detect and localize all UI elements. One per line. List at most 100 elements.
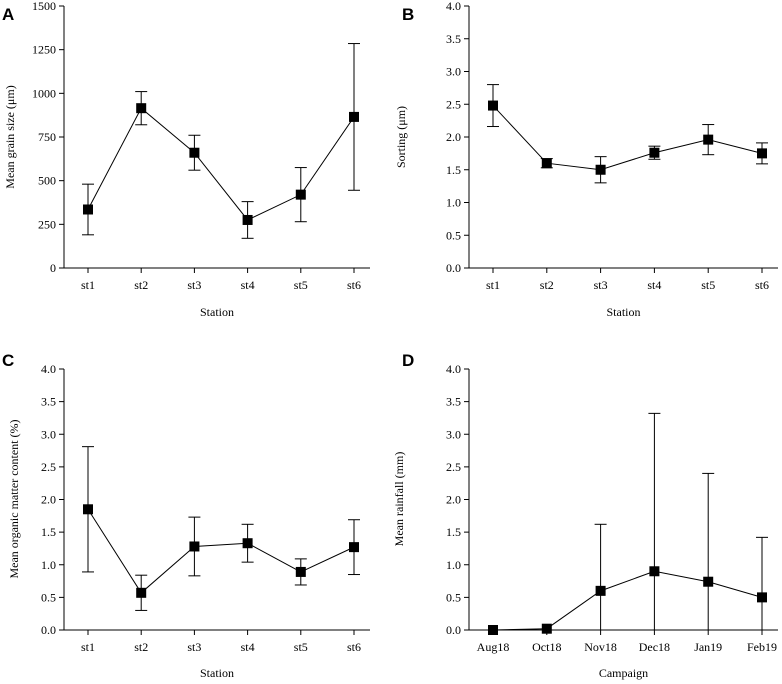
panel-d: D 0.0 0.5 1.0 1.5 2.0 2.5 3.0 3.5 4.0 Aug18 Oct18 No… [392,351,778,680]
y-tick-label: 1000 [32,86,56,100]
y-axis-title: Mean organic matter content (%) [7,419,21,578]
y-tick-label: 500 [38,174,56,188]
y-axis-title: Mean grain size (μm) [3,85,17,188]
x-tick-label: st3 [187,278,201,292]
y-tick-label: 0.0 [41,623,56,637]
x-axis-title: Station [200,305,234,319]
panel-label: A [2,5,14,24]
x-tick-label: Feb19 [747,640,777,654]
x-tick-label: Aug18 [477,640,510,654]
x-tick-label: st2 [134,278,148,292]
x-tick-label: st1 [81,278,95,292]
data-point [242,214,253,225]
x-tick-label: st3 [594,278,608,292]
panel-label: B [402,5,414,24]
panel-a: A 0 250 500 750 1000 1250 1500 st1 st2 st3 st4 st5 st… [2,0,370,319]
x-tick-label: st1 [486,278,500,292]
x-tick-label: Jan19 [694,640,722,654]
y-tick-label: 2.0 [41,493,56,507]
y-tick-label: 4.0 [446,0,461,13]
y-tick-label: 2.0 [446,493,461,507]
data-point [757,592,767,603]
y-tick-label: 1.5 [446,525,461,539]
y-tick-label: 1.5 [41,525,56,539]
data-point [189,541,200,552]
y-tick-label: 750 [38,130,56,144]
y-tick-label: 0.5 [446,590,461,604]
y-tick-label: 3.5 [446,395,461,409]
data-point [295,189,306,200]
y-axis-title: Sorting (μm) [394,106,408,168]
y-tick-label: 0.5 [41,590,56,604]
x-axis-title: Station [606,305,640,319]
y-tick-label: 3.5 [446,32,461,46]
data-point [541,158,552,169]
data-point [83,504,93,515]
x-tick-label: st5 [701,278,715,292]
y-tick-label: 2.5 [446,460,461,474]
x-tick-label: st4 [647,278,661,292]
data-point [189,147,200,158]
y-tick-label: 1.0 [446,558,461,572]
data-point [136,587,147,598]
x-tick-label: Dec18 [639,640,670,654]
data-point [703,134,714,145]
data-point [242,538,253,549]
x-axis-title: Station [200,666,234,680]
y-tick-label: 250 [38,217,56,231]
panel-c: C 0.0 0.5 1.0 1.5 2.0 2.5 3.0 3.5 4.0 st1 st2 st3 st4… [2,351,370,680]
data-point [595,164,606,175]
y-tick-label: 1500 [32,0,56,13]
y-tick-label: 1.0 [446,196,461,210]
x-tick-label: st2 [134,640,148,654]
data-point [83,204,93,215]
x-tick-label: st5 [294,278,308,292]
data-point [349,542,359,553]
y-tick-label: 4.0 [41,362,56,376]
series-line [87,107,355,221]
y-tick-label: 2.0 [446,130,461,144]
y-tick-label: 3.0 [41,427,56,441]
y-tick-label: 0.0 [446,623,461,637]
y-tick-label: 0 [50,261,56,275]
x-tick-label: st4 [241,640,255,654]
series-line [492,105,763,171]
y-tick-label: 2.5 [41,460,56,474]
y-axis-title: Mean rainfall (mm) [392,452,406,547]
panel-b: B 0.0 0.5 1.0 1.5 2.0 2.5 3.0 3.5 4.0 st1 st2 st3 st4… [394,0,778,319]
series-line [492,570,763,631]
data-point [136,103,147,114]
x-tick-label: st6 [755,278,769,292]
x-axis-title: Campaign [599,666,648,680]
x-tick-label: Oct18 [532,640,561,654]
data-point [703,576,714,587]
y-tick-label: 3.0 [446,65,461,79]
data-point [649,566,660,577]
data-point [295,566,306,577]
x-tick-label: Nov18 [584,640,617,654]
y-tick-label: 1250 [32,43,56,57]
x-tick-label: st1 [81,640,95,654]
y-tick-label: 4.0 [446,362,461,376]
data-point [595,585,606,596]
series-line [87,509,355,594]
y-tick-label: 0.5 [446,228,461,242]
data-point [488,625,498,635]
x-tick-label: st4 [241,278,255,292]
y-tick-label: 0.0 [446,261,461,275]
data-point [541,623,552,634]
y-tick-label: 3.0 [446,427,461,441]
y-tick-label: 3.5 [41,395,56,409]
data-point [349,111,359,122]
data-point [488,100,498,111]
data-point [757,148,767,159]
x-tick-label: st5 [294,640,308,654]
panel-label: C [2,351,14,370]
y-tick-label: 1.0 [41,558,56,572]
y-tick-label: 2.5 [446,97,461,111]
panel-label: D [402,351,414,370]
x-tick-label: st6 [347,278,361,292]
data-point [649,147,660,158]
x-tick-label: st2 [540,278,554,292]
